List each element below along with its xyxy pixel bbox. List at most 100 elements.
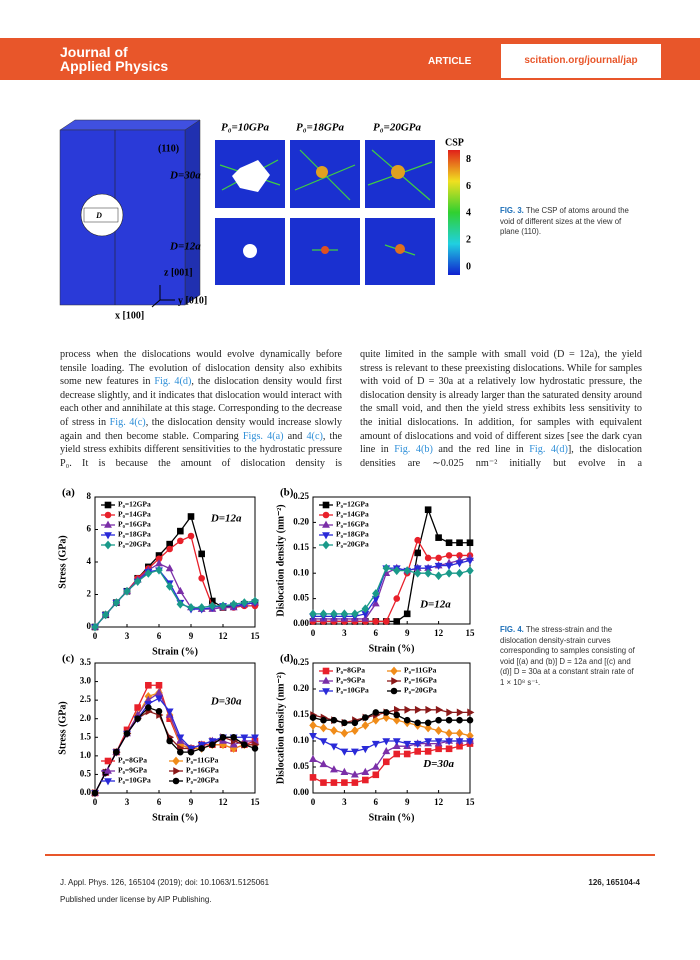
figure-link[interactable]: Figs. 4(a) (242, 430, 284, 442)
marker (445, 562, 453, 570)
y-tick-label: 1.0 (80, 750, 92, 760)
marker (445, 539, 453, 547)
marker (403, 716, 411, 724)
marker (177, 527, 184, 535)
marker (393, 750, 401, 758)
figure-link[interactable]: Fig. 4(d) (154, 376, 192, 388)
x-tick-label: 15 (251, 797, 261, 807)
legend-label: P₀=20GPa (336, 540, 369, 549)
x-axis-label: Strain (%) (369, 812, 415, 823)
marker (445, 728, 453, 738)
annotation: D=30a (210, 696, 242, 708)
y-tick-label: 2.0 (80, 713, 92, 723)
marker (362, 714, 369, 721)
caption-text: The stress-strain and the dislocation de… (500, 625, 635, 687)
marker (208, 601, 217, 611)
marker (445, 568, 453, 578)
marker (155, 688, 163, 696)
marker (455, 568, 464, 578)
axis-label: x [100] (115, 310, 144, 321)
marker (320, 779, 327, 786)
marker (165, 708, 174, 716)
fig3-sample (59, 119, 201, 308)
marker (241, 741, 248, 749)
series-line (313, 567, 471, 615)
x-axis-label: Strain (%) (152, 646, 198, 657)
marker (392, 566, 401, 576)
marker (391, 677, 399, 685)
figure-link[interactable]: Fig. 4(b) (394, 444, 433, 456)
panel-label: (d) (280, 653, 294, 665)
y-tick-label: 0.15 (293, 542, 309, 552)
y-tick-label: 0.20 (293, 516, 309, 526)
marker (414, 536, 421, 544)
y-tick-label: 0.10 (293, 735, 309, 745)
marker (187, 513, 195, 520)
marker (456, 539, 463, 547)
y-tick-label: 0.10 (293, 567, 309, 577)
marker (434, 571, 443, 581)
marker (361, 720, 370, 730)
marker (372, 589, 380, 598)
marker (219, 733, 227, 741)
marker (434, 738, 443, 746)
marker (424, 568, 432, 578)
legend-label: P₀=9GPa (336, 676, 365, 685)
colorbar-title: CSP (445, 137, 464, 148)
marker (350, 748, 359, 756)
annotation: D=12a (419, 598, 451, 610)
marker (382, 758, 390, 766)
x-tick-label: 3 (342, 628, 347, 638)
marker (424, 719, 432, 727)
marker (403, 566, 411, 576)
series-line (94, 569, 256, 628)
marker (172, 777, 180, 785)
panel-label: (b) (280, 487, 294, 499)
footer-rule (45, 854, 655, 856)
marker (319, 760, 328, 768)
marker (466, 738, 474, 746)
legend-label: P₀=14GPa (336, 510, 369, 519)
marker (413, 568, 422, 578)
x-tick-label: 12 (219, 631, 229, 641)
marker (361, 614, 370, 622)
figure-link[interactable]: Fig. 4(d) (529, 444, 568, 456)
series-line (312, 740, 470, 776)
legend-label: P₀=16GPa (118, 520, 151, 529)
journal-url[interactable]: scitation.org/journal/jap (497, 44, 661, 78)
marker (133, 577, 142, 586)
marker (371, 762, 380, 770)
marker (340, 609, 349, 619)
axis-label: y [010] (178, 295, 207, 306)
marker (322, 540, 330, 550)
marker (251, 596, 259, 606)
legend-label: P₀=16GPa (186, 766, 219, 775)
marker (414, 705, 423, 714)
body-text: , the dislocation density would increase… (60, 416, 342, 442)
marker (455, 728, 464, 738)
marker (176, 599, 185, 609)
marker (435, 534, 442, 541)
marker (414, 719, 421, 727)
y-tick-label: 0.00 (293, 787, 309, 797)
plane-label: (110) (158, 143, 179, 154)
marker (173, 767, 181, 775)
figure-link[interactable]: 4(c) (306, 430, 323, 442)
marker (372, 618, 380, 625)
marker (219, 601, 227, 611)
colorbar-tick: 2 (466, 234, 471, 245)
legend-label: P₀=10GPa (336, 686, 369, 695)
marker (361, 604, 370, 614)
marker (435, 554, 442, 562)
legend-label: P₀=18GPa (336, 530, 369, 539)
figure-link[interactable]: Fig. 4(c) (109, 416, 146, 428)
marker (341, 779, 348, 786)
marker (351, 726, 359, 736)
y-tick-label: 2 (87, 589, 92, 599)
marker (434, 562, 443, 570)
marker (425, 705, 433, 714)
row-label: D=30a (169, 170, 201, 182)
marker (309, 754, 317, 762)
